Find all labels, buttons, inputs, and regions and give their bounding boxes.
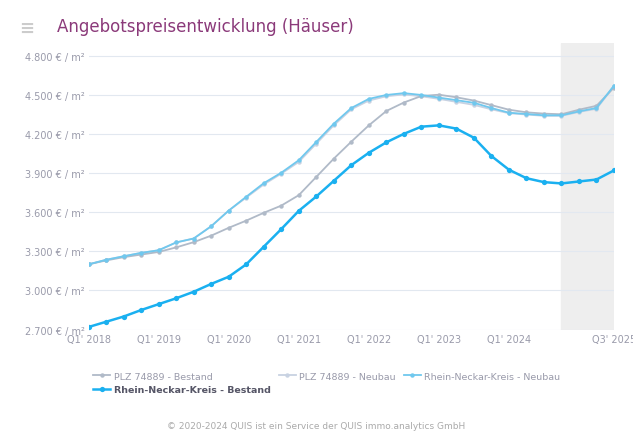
Text: Angebotspreisentwicklung (Häuser): Angebotspreisentwicklung (Häuser) (57, 18, 354, 36)
Bar (561, 43, 614, 330)
Legend: PLZ 74889 - Bestand, Rhein-Neckar-Kreis - Bestand, PLZ 74889 - Neubau, Rhein-Nec: PLZ 74889 - Bestand, Rhein-Neckar-Kreis … (93, 372, 560, 395)
Text: ≡: ≡ (19, 20, 34, 37)
Text: © 2020-2024 QUIS ist ein Service der QUIS immo.analytics GmbH: © 2020-2024 QUIS ist ein Service der QUI… (167, 421, 466, 430)
